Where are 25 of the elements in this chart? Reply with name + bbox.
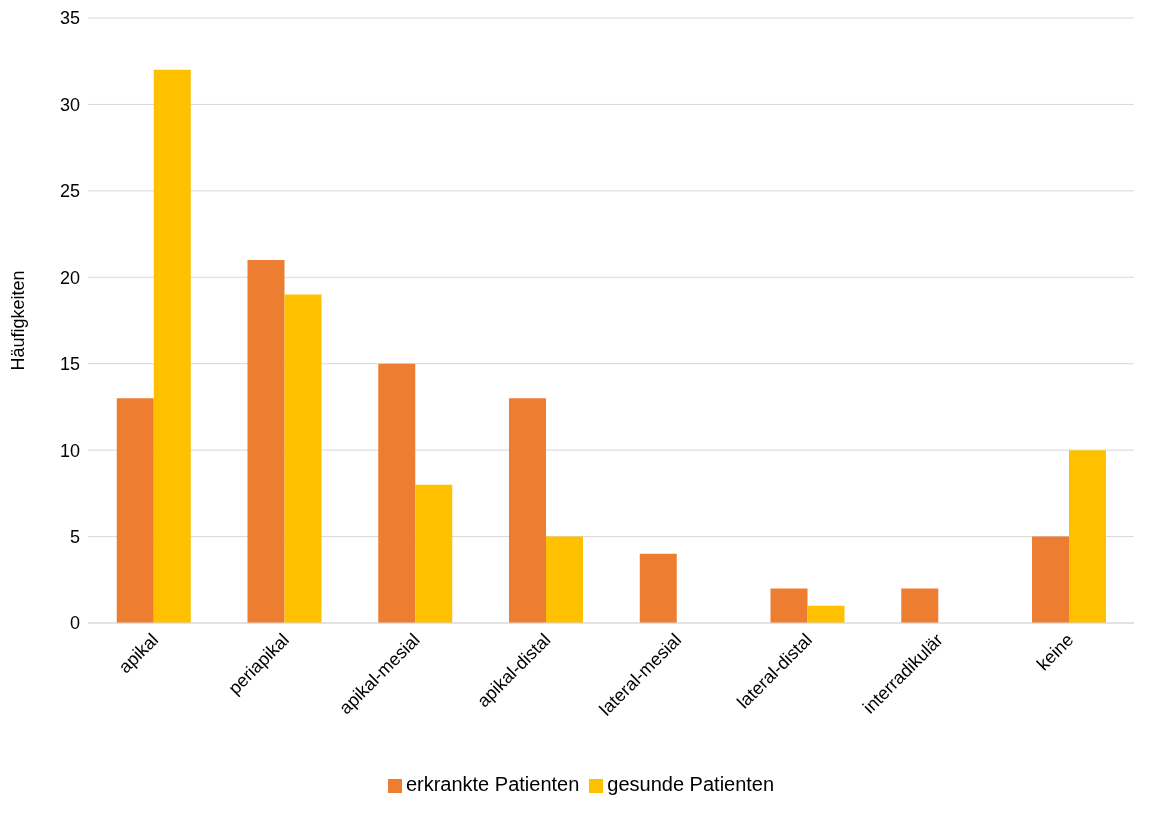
bar — [116, 398, 154, 623]
y-tick-label: 15 — [59, 354, 80, 375]
bar — [901, 588, 939, 623]
bar — [639, 553, 677, 623]
y-tick-label: 30 — [59, 94, 80, 115]
legend-label: erkrankte Patienten — [405, 773, 580, 795]
y-tick-label: 5 — [69, 526, 80, 547]
bar — [153, 69, 191, 623]
bar — [509, 398, 547, 623]
legend-label: gesunde Patienten — [607, 773, 775, 795]
y-tick-label: 25 — [59, 181, 80, 202]
bar — [807, 605, 845, 623]
bar — [1069, 450, 1107, 623]
bar — [415, 484, 453, 623]
y-tick-label: 20 — [59, 267, 80, 288]
y-tick-label: 0 — [69, 613, 80, 634]
bar — [770, 588, 808, 623]
bar — [1032, 536, 1070, 623]
y-tick-label: 35 — [59, 8, 80, 29]
bar — [284, 294, 322, 623]
bar — [247, 260, 285, 623]
y-axis-title: Häufigkeiten — [8, 270, 29, 371]
bar — [378, 363, 416, 623]
y-tick-label: 10 — [59, 440, 80, 461]
bar — [546, 536, 584, 623]
